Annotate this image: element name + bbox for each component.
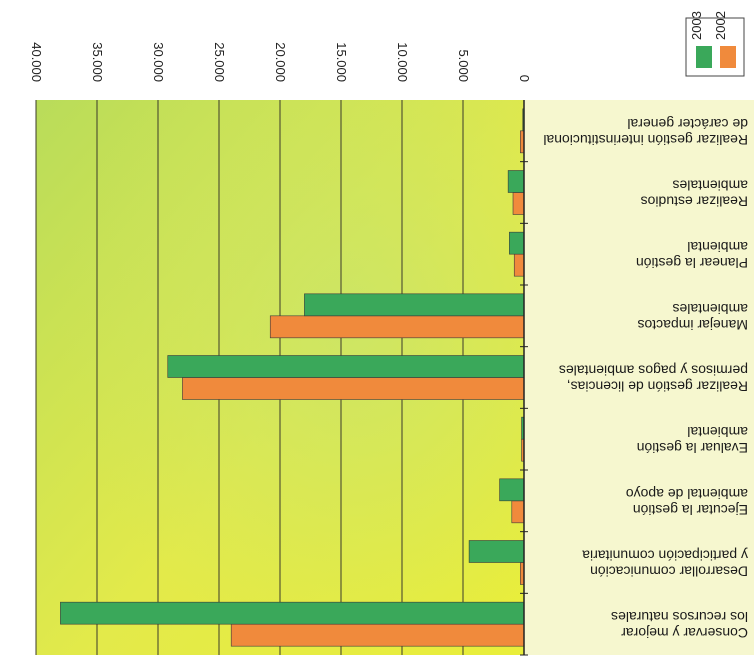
bar-2003-6 xyxy=(509,231,525,255)
bar-2002-5 xyxy=(269,315,525,339)
category-label-line: Planear la gestión xyxy=(636,255,748,271)
category-label-line: ambientales xyxy=(673,178,749,194)
category-label-line: Realizar gestión de licencias, xyxy=(567,379,748,395)
bar-2002-0 xyxy=(230,623,525,647)
category-label-line: ambiental de apoyo xyxy=(626,486,748,502)
axes: 0 5.000 10.000 15.000 20.000 25.000 30.000 35.0… xyxy=(29,42,532,656)
category-label-line: Ejecutar la gestión xyxy=(633,502,748,518)
category-label-line: ambientales xyxy=(673,301,749,317)
legend-swatch-2003 xyxy=(696,46,712,68)
x-tick-label: 15.000 xyxy=(334,42,349,82)
legend-label-2003: 2003 xyxy=(689,11,704,40)
category-label-line: Manejar impactos xyxy=(638,317,749,333)
label-area-tint xyxy=(524,100,754,655)
bar-2002-4 xyxy=(182,377,525,400)
x-tick-label: 5.000 xyxy=(456,49,471,82)
x-tick-label: 10.000 xyxy=(395,42,410,82)
category-label-line: Desarrollar comunicación xyxy=(590,564,748,580)
category-label-line: Conservar y mejorar xyxy=(621,625,748,641)
bar-2003-0 xyxy=(60,601,525,625)
x-tick-label: 0 xyxy=(517,75,532,82)
category-label-line: los recursos naturales xyxy=(611,609,748,625)
x-tick-label: 35.000 xyxy=(90,42,105,82)
x-tick-label: 40.000 xyxy=(29,42,44,82)
category-label-line: de carácter general xyxy=(627,116,748,132)
bar-2003-4 xyxy=(167,355,525,378)
bar-2003-7 xyxy=(507,170,525,193)
category-label-line: Realizar gestión interinstitucional xyxy=(543,132,748,148)
bar-2002-6 xyxy=(513,253,525,277)
legend-label-2002: 2002 xyxy=(713,11,728,40)
legend-swatch-2002 xyxy=(720,46,736,68)
x-tick-label: 20.000 xyxy=(273,42,288,82)
x-tick-label: 30.000 xyxy=(151,42,166,82)
category-label-line: permisos y pagos ambientales xyxy=(559,363,748,379)
legend: 2002 2003 xyxy=(685,11,745,77)
bar-2003-5 xyxy=(304,293,525,317)
bar-2003-1 xyxy=(468,540,525,563)
bar-2003-2 xyxy=(499,478,525,502)
bar-2002-7 xyxy=(512,192,525,215)
category-label-line: ambiental xyxy=(687,239,748,255)
category-label-line: y participación comunitaria xyxy=(582,548,748,564)
category-label-line: ambiental xyxy=(687,424,748,440)
category-label-line: Evaluar la gestión xyxy=(637,440,748,456)
x-tick-label: 25.000 xyxy=(212,42,227,82)
bar-2002-2 xyxy=(511,500,525,524)
category-label-line: Realizar estudios xyxy=(641,194,748,210)
